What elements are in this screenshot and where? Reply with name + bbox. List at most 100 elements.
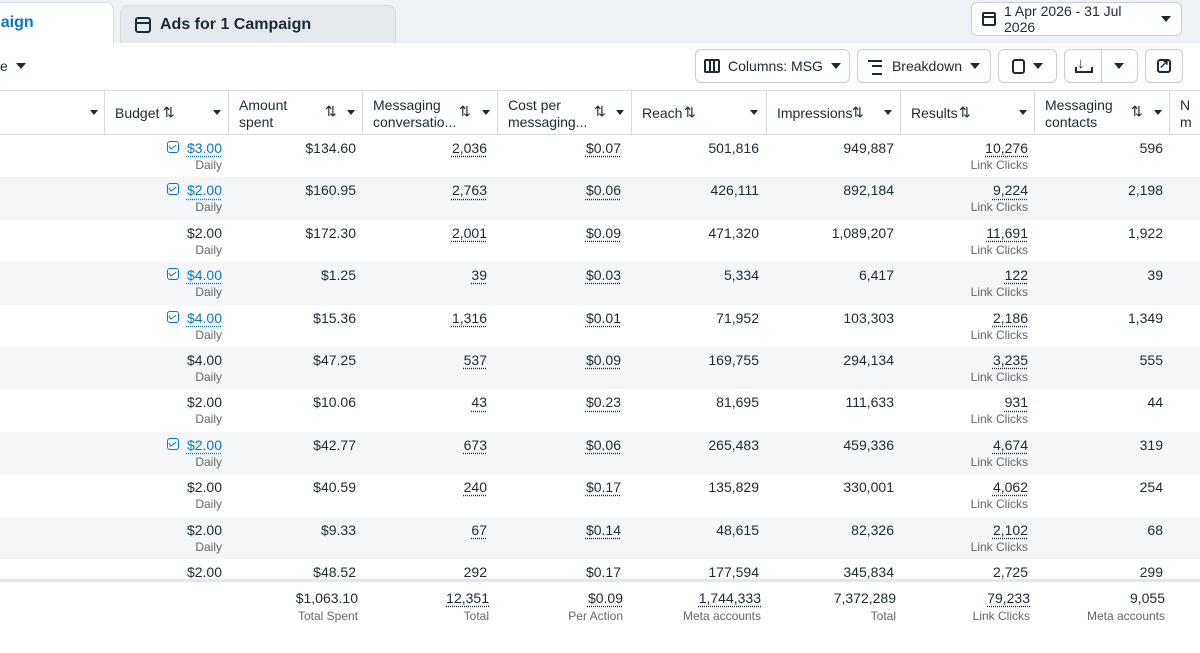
col-header-reach[interactable]: Reach ⇅ — [632, 91, 767, 135]
messaging-conversations-cell[interactable]: 2,036 — [451, 140, 487, 156]
col-header-budget[interactable]: Budget ⇅ — [105, 91, 229, 135]
table-row[interactable]: $4.00 $15.36 1,316 $0.01 71,952 103,303 2,186 1… — [0, 305, 1200, 347]
reach-cell: 48,615 — [716, 521, 759, 538]
chevron-down-icon[interactable] — [213, 110, 221, 115]
chevron-down-icon[interactable] — [884, 110, 892, 115]
table-row[interactable]: $2.00 $42.77 673 $0.06 265,483 459,336 4,674 31… — [0, 431, 1200, 475]
export-button[interactable] — [1064, 49, 1138, 83]
cost-per-messaging-cell[interactable]: $0.09 — [585, 352, 621, 368]
table-row[interactable]: $2.00 $10.06 43 $0.23 81,695 111,633 931 44 Dail… — [0, 389, 1200, 431]
messaging-conversations-cell[interactable]: 67 — [471, 521, 487, 538]
results-cell[interactable]: 122 — [1004, 267, 1028, 284]
col-header-impressions[interactable]: Impressions ⇅ — [767, 91, 901, 135]
results-cell[interactable]: 11,691 — [986, 224, 1028, 241]
cost-per-messaging-cell[interactable]: $0.23 — [585, 394, 621, 411]
budget-cell[interactable]: $2.00 — [186, 182, 222, 199]
total-cost-per-messaging[interactable]: $0.09 — [587, 590, 623, 606]
total-reach[interactable]: 1,744,333 — [698, 590, 761, 606]
col-header-messaging-contacts[interactable]: Messaging contacts ⇅ — [1035, 91, 1170, 135]
results-cell[interactable]: 3,235 — [992, 352, 1028, 368]
messaging-conversations-cell[interactable]: 292 — [463, 564, 487, 579]
messaging-conversations-cell[interactable]: 537 — [463, 352, 487, 368]
budget-cell[interactable]: $3.00 — [186, 140, 222, 156]
messaging-conversations-cell[interactable]: 673 — [463, 436, 487, 453]
messaging-conversations-cell[interactable]: 2,763 — [451, 182, 487, 199]
sort-icon[interactable]: ⇅ — [325, 103, 337, 119]
chevron-down-icon[interactable] — [482, 110, 490, 115]
cost-per-messaging-cell[interactable]: $0.07 — [585, 140, 621, 156]
sort-icon[interactable]: ⇅ — [459, 103, 471, 119]
col-header-messaging-conversations[interactable]: Messaging conversatio... ⇅ — [363, 91, 498, 135]
results-cell[interactable]: 4,062 — [992, 479, 1028, 496]
table-row[interactable]: $2.00 $172.30 2,001 $0.09 471,320 1,089,207 11… — [0, 220, 1200, 262]
table-row[interactable]: $2.00 $40.59 240 $0.17 135,829 330,001 4,062 25… — [0, 474, 1200, 516]
messaging-conversations-cell[interactable]: 240 — [463, 479, 487, 496]
sort-icon[interactable]: ⇅ — [163, 104, 175, 120]
date-range-picker[interactable]: 1 Apr 2026 - 31 Jul 2026 — [971, 2, 1182, 36]
budget-cell[interactable]: $4.00 — [186, 267, 222, 284]
messaging-conversations-cell[interactable]: 1,316 — [451, 309, 487, 326]
col-header-amount-spent[interactable]: Amount spent ⇅ — [229, 91, 363, 135]
table-row[interactable]: $2.00 $9.33 67 $0.14 48,615 82,326 2,102 68 Dail… — [0, 516, 1200, 559]
messaging-conversations-cell[interactable]: 2,001 — [451, 224, 487, 241]
total-results[interactable]: 79,233 — [987, 590, 1030, 606]
budget-cell: $4.00 — [186, 352, 222, 368]
cost-per-messaging-cell[interactable]: $0.17 — [585, 564, 621, 579]
col-header-name[interactable] — [0, 91, 105, 135]
cost-per-messaging-cell[interactable]: $0.01 — [585, 309, 621, 326]
table-header: Budget ⇅ Amount spent ⇅ Messaging conver… — [0, 90, 1200, 135]
sort-icon[interactable]: ⇅ — [959, 104, 971, 120]
cost-per-messaging-cell[interactable]: $0.03 — [585, 267, 621, 284]
share-button[interactable] — [1145, 49, 1183, 83]
chevron-down-icon[interactable] — [90, 110, 98, 115]
total-messaging-conversations[interactable]: 12,351 — [446, 590, 489, 606]
budget-edit-icon[interactable] — [167, 310, 179, 323]
table-row[interactable]: $4.00 $47.25 537 $0.09 169,755 294,134 3,235 55… — [0, 347, 1200, 390]
chevron-down-icon[interactable] — [750, 110, 758, 115]
budget-cell[interactable]: $4.00 — [186, 309, 222, 326]
budget-cell[interactable]: $2.00 — [186, 436, 222, 453]
budget-edit-icon[interactable] — [167, 268, 179, 281]
table-row[interactable]: $4.00 $1.25 39 $0.03 5,334 6,417 122 39 Daily Lin… — [0, 262, 1200, 305]
chevron-down-icon[interactable] — [1154, 110, 1162, 115]
breakdown-button[interactable]: Breakdown — [857, 49, 991, 83]
chevron-down-icon[interactable] — [347, 110, 355, 115]
results-cell[interactable]: 10,276 — [985, 140, 1028, 156]
chevron-down-icon[interactable] — [616, 110, 624, 115]
table-row[interactable]: $3.00 $134.60 2,036 $0.07 501,816 949,887 10,2… — [0, 135, 1200, 177]
results-cell[interactable]: 4,674 — [992, 436, 1028, 453]
col-header-cost-per-messaging[interactable]: Cost per messaging... ⇅ — [498, 91, 632, 135]
reports-button[interactable] — [998, 49, 1057, 83]
sort-icon[interactable]: ⇅ — [594, 103, 606, 119]
sort-icon[interactable]: ⇅ — [852, 104, 864, 120]
sort-icon[interactable]: ⇅ — [1131, 103, 1143, 119]
messaging-contacts-cell: 44 — [1147, 394, 1163, 411]
view-dropdown[interactable]: e — [0, 58, 26, 74]
cost-per-messaging-cell[interactable]: $0.14 — [585, 521, 621, 538]
results-cell[interactable]: 2,102 — [992, 521, 1028, 538]
results-type-label: Link Clicks — [970, 200, 1028, 215]
results-cell[interactable]: 2,725 — [992, 564, 1028, 579]
tab-ads[interactable]: Ads for 1 Campaign — [120, 5, 396, 43]
sort-icon[interactable]: ⇅ — [684, 104, 696, 120]
messaging-conversations-cell[interactable]: 43 — [471, 394, 487, 411]
cost-per-messaging-cell[interactable]: $0.06 — [585, 436, 621, 453]
budget-edit-icon[interactable] — [167, 141, 179, 153]
cost-per-messaging-cell[interactable]: $0.17 — [585, 479, 621, 496]
budget-edit-icon[interactable] — [167, 437, 179, 450]
table-row[interactable]: $2.00 $160.95 2,763 $0.06 426,111 892,184 9,22… — [0, 177, 1200, 220]
cost-per-messaging-cell[interactable]: $0.09 — [585, 224, 621, 241]
chevron-down-icon[interactable] — [1019, 110, 1027, 115]
budget-edit-icon[interactable] — [167, 183, 179, 196]
col-header-results[interactable]: Results ⇅ — [901, 91, 1035, 135]
results-cell[interactable]: 9,224 — [992, 182, 1028, 199]
results-cell[interactable]: 931 — [1004, 394, 1028, 411]
cost-per-messaging-cell[interactable]: $0.06 — [585, 182, 621, 199]
results-type-label: Link Clicks — [970, 539, 1028, 554]
messaging-conversations-cell[interactable]: 39 — [471, 267, 487, 284]
table-row[interactable]: $2.00 $48.52 292 $0.17 177,594 345,834 2,725 29… — [0, 559, 1200, 579]
col-header-next[interactable]: N m — [1170, 91, 1200, 135]
results-cell[interactable]: 2,186 — [992, 309, 1028, 326]
tab-campaign[interactable]: paign — [0, 2, 114, 43]
columns-button[interactable]: Columns: MSG — [695, 49, 850, 83]
